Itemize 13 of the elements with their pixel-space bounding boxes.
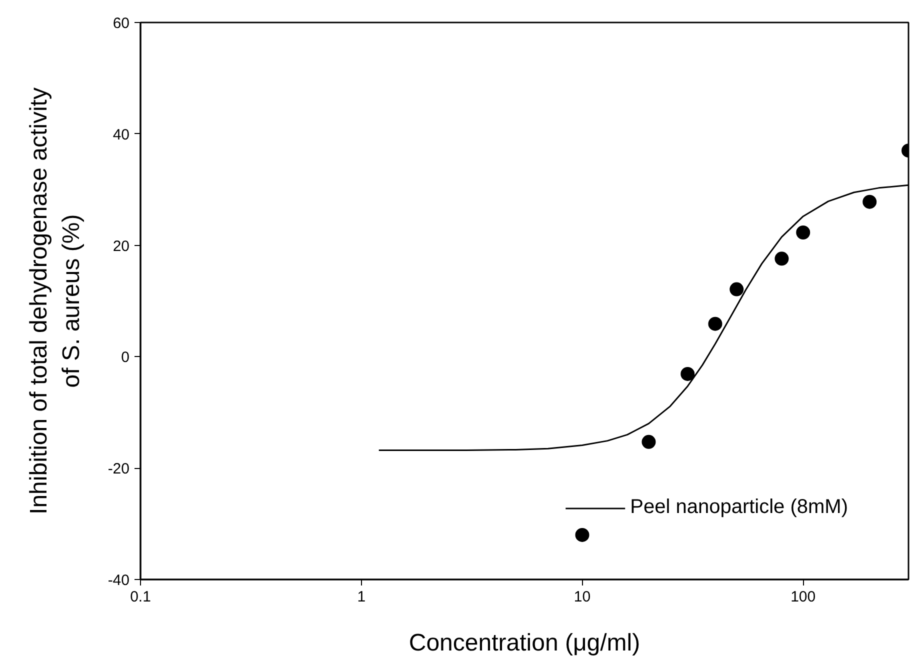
x-tick-label: 1: [357, 588, 366, 606]
x-tick-label: 10: [574, 588, 591, 606]
x-tick-label: 100: [790, 588, 816, 606]
y-tick-label: 40: [112, 126, 130, 144]
x-tick-label: 0.1: [130, 588, 151, 606]
legend-label: Peel nanoparticle (8mM): [630, 496, 848, 519]
y-tick-label: 60: [112, 15, 130, 32]
x-axis-title: Concentration (μg/ml): [408, 630, 640, 656]
y-tick-label: 0: [121, 349, 130, 366]
y-tick-label: -40: [108, 572, 130, 589]
y-tick-label: 20: [112, 238, 130, 255]
y-tick-label: -20: [108, 460, 130, 478]
y-axis-title: Inhibition of total dehydrogenase activity of S. aureus (%): [25, 88, 85, 514]
